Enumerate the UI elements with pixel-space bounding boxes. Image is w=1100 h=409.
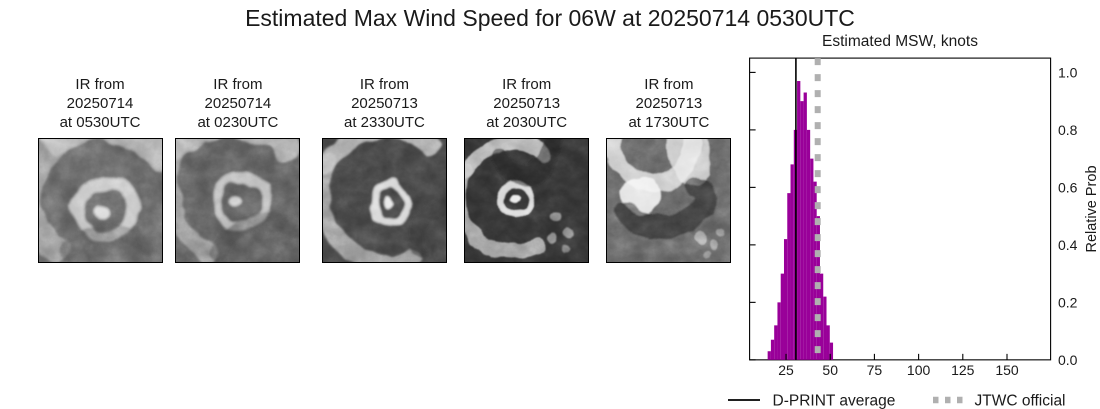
svg-text:0.2: 0.2 xyxy=(1058,294,1078,310)
svg-text:125: 125 xyxy=(951,362,975,378)
svg-text:150: 150 xyxy=(995,362,1019,378)
svg-text:D-PRINT average: D-PRINT average xyxy=(773,393,896,409)
svg-text:0.8: 0.8 xyxy=(1058,122,1078,138)
svg-text:100: 100 xyxy=(907,362,931,378)
svg-text:50: 50 xyxy=(822,362,838,378)
svg-text:0.6: 0.6 xyxy=(1058,179,1078,195)
svg-text:Relative Prob: Relative Prob xyxy=(1084,165,1100,252)
svg-text:0.4: 0.4 xyxy=(1058,237,1078,253)
svg-text:JTWC official: JTWC official xyxy=(975,393,1066,409)
svg-text:0.0: 0.0 xyxy=(1058,352,1078,368)
svg-text:1.0: 1.0 xyxy=(1058,64,1078,80)
svg-text:75: 75 xyxy=(867,362,883,378)
svg-text:25: 25 xyxy=(778,362,794,378)
